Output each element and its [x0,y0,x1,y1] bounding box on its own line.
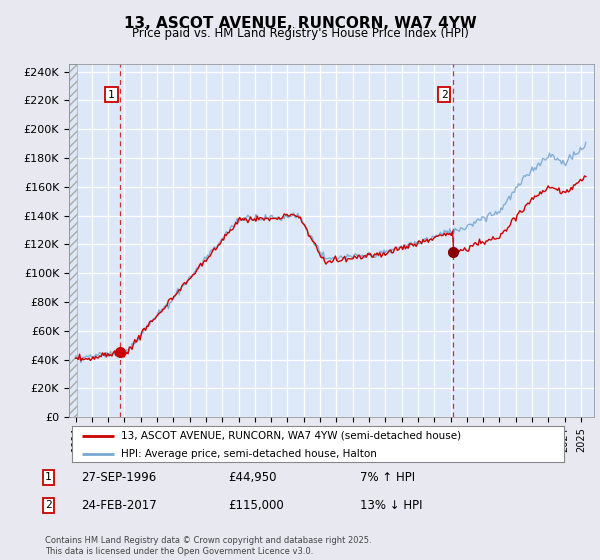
Text: 2: 2 [45,500,52,510]
Text: 13, ASCOT AVENUE, RUNCORN, WA7 4YW (semi-detached house): 13, ASCOT AVENUE, RUNCORN, WA7 4YW (semi… [121,431,461,441]
Text: 13% ↓ HPI: 13% ↓ HPI [360,498,422,512]
Text: 27-SEP-1996: 27-SEP-1996 [81,470,156,484]
Text: £115,000: £115,000 [228,498,284,512]
Text: 13, ASCOT AVENUE, RUNCORN, WA7 4YW: 13, ASCOT AVENUE, RUNCORN, WA7 4YW [124,16,476,31]
Text: 7% ↑ HPI: 7% ↑ HPI [360,470,415,484]
Text: 1: 1 [108,90,115,100]
Text: 1: 1 [45,472,52,482]
Text: £44,950: £44,950 [228,470,277,484]
Text: HPI: Average price, semi-detached house, Halton: HPI: Average price, semi-detached house,… [121,449,377,459]
Text: 24-FEB-2017: 24-FEB-2017 [81,498,157,512]
Text: Contains HM Land Registry data © Crown copyright and database right 2025.
This d: Contains HM Land Registry data © Crown c… [45,536,371,556]
Text: 2: 2 [440,90,448,100]
Bar [69,64,77,417]
Text: Price paid vs. HM Land Registry's House Price Index (HPI): Price paid vs. HM Land Registry's House … [131,27,469,40]
